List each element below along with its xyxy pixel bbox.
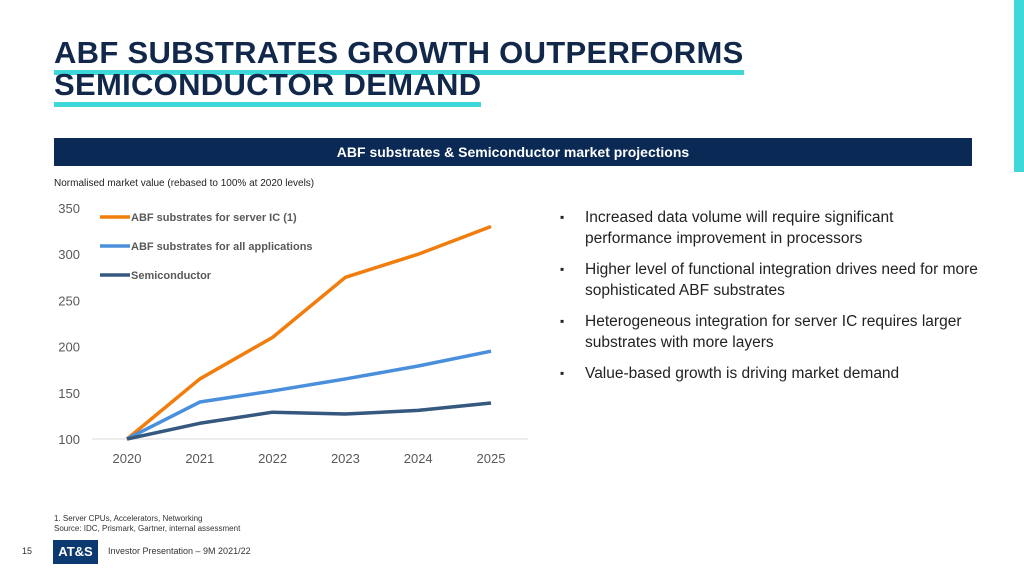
x-tick-label: 2023 [331, 451, 360, 466]
x-tick-label: 2024 [404, 451, 433, 466]
y-tick-label: 300 [58, 247, 80, 262]
y-tick-label: 150 [58, 386, 80, 401]
series-line [126, 349, 492, 441]
x-tick-label: 2020 [113, 451, 142, 466]
series-line [125, 224, 492, 441]
line-chart: 100 150 200 250 300 350 2020 2021 2022 2023 2024 20… [58, 201, 528, 466]
bullet-item: Increased data volume will require signi… [560, 207, 980, 249]
y-tick-label: 350 [58, 201, 80, 216]
legend-label: Semiconductor [131, 270, 212, 282]
legend-label: ABF substrates for all applications [131, 241, 313, 253]
presentation-name: Investor Presentation – 9M 2021/22 [108, 546, 251, 556]
y-tick-label: 100 [58, 432, 80, 447]
accent-bar [1014, 0, 1024, 172]
x-tick-label: 2021 [185, 451, 214, 466]
y-tick-label: 250 [58, 293, 80, 308]
x-tick-label: 2025 [477, 451, 506, 466]
legend-label: ABF substrates for server IC (1) [131, 212, 297, 224]
page-number: 15 [22, 546, 33, 556]
bullet-item: Heterogeneous integration for server IC … [560, 311, 980, 353]
source-note: Source: IDC, Prismark, Gartner, internal… [54, 524, 241, 533]
x-tick-label: 2022 [258, 451, 287, 466]
chart-title: Normalised market value (rebased to 100%… [54, 178, 315, 189]
bullet-item: Value-based growth is driving market dem… [560, 363, 980, 384]
series-line [126, 401, 492, 441]
section-banner: ABF substrates & Semiconductor market pr… [54, 138, 972, 166]
footnotes: 1. Server CPUs, Accelerators, Networking… [54, 514, 240, 534]
company-logo: AT&S [53, 540, 98, 564]
bullet-item: Higher level of functional integration d… [560, 259, 980, 301]
page-title-line-2: SEMICONDUCTOR DEMAND [54, 67, 482, 107]
page-title-line-1: ABF SUBSTRATES GROWTH OUTPERFORMS [54, 35, 744, 75]
footnote: 1. Server CPUs, Accelerators, Networking [54, 514, 203, 523]
y-tick-label: 200 [58, 340, 80, 355]
bullet-list: Increased data volume will require signi… [560, 207, 980, 394]
